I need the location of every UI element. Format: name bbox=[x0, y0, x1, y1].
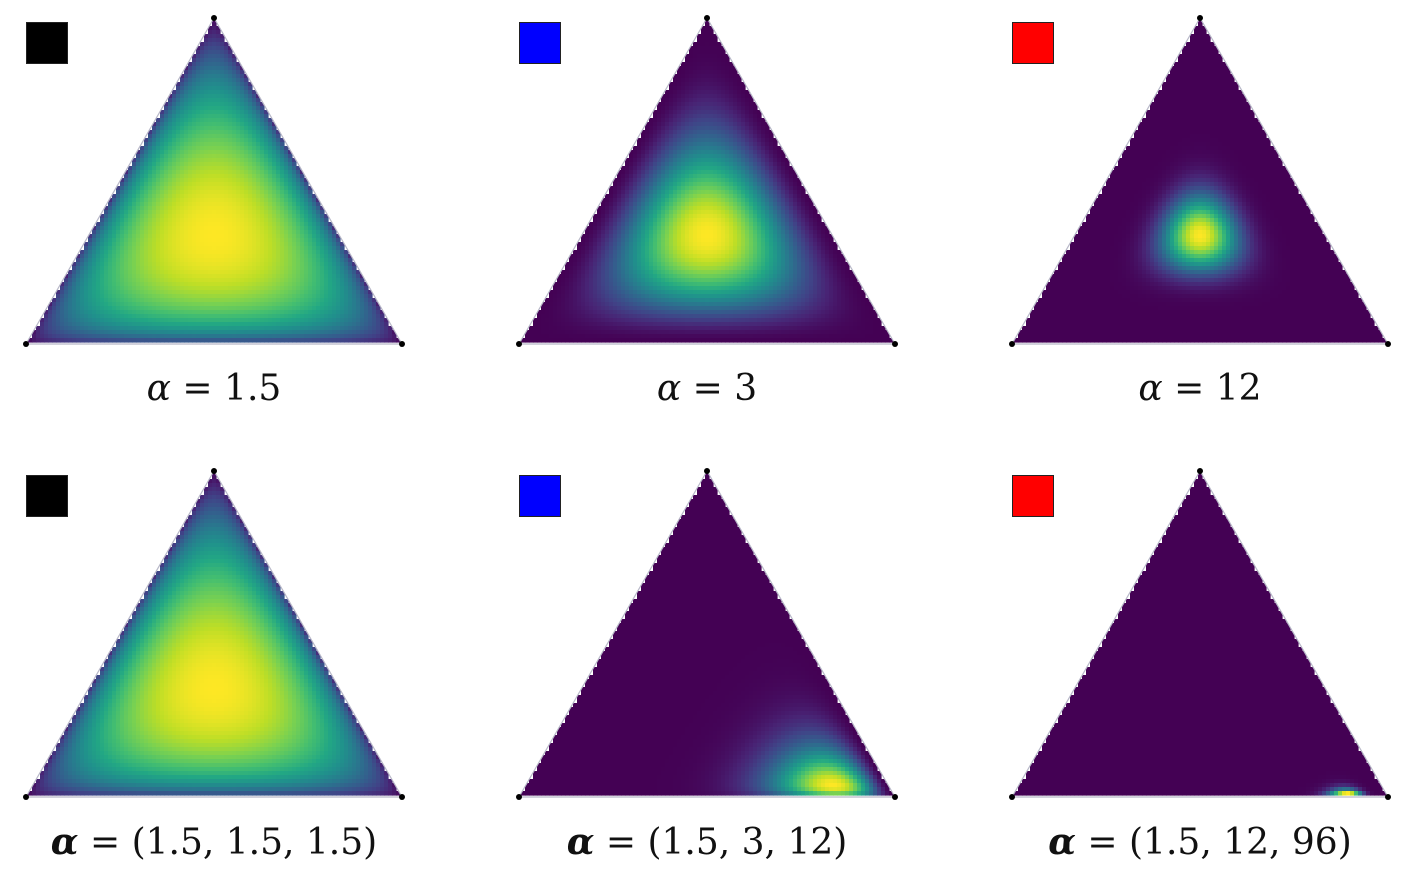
vertex-dot bbox=[516, 341, 522, 347]
simplex-outline bbox=[517, 16, 897, 345]
vertex-dot bbox=[704, 468, 710, 474]
density-panel-alpha-12: α = 12 bbox=[1006, 14, 1406, 414]
simplex-outline bbox=[1010, 469, 1390, 798]
density-heatmap bbox=[28, 18, 401, 343]
vertex-dot bbox=[23, 794, 29, 800]
density-panel-alpha-3: α = 3 bbox=[513, 14, 913, 414]
caption: α = (1.5, 12, 96) bbox=[1000, 821, 1400, 863]
density-heatmap bbox=[521, 471, 894, 796]
simplex-density-plot bbox=[1009, 15, 1391, 347]
vertex-dot bbox=[1009, 341, 1015, 347]
caption-symbol: α bbox=[51, 821, 79, 863]
caption: α = (1.5, 3, 12) bbox=[507, 821, 907, 863]
color-swatch bbox=[1012, 22, 1054, 64]
vertex-dot bbox=[1385, 794, 1391, 800]
color-swatch bbox=[26, 475, 68, 517]
caption: α = 1.5 bbox=[14, 368, 414, 409]
simplex-outline bbox=[24, 469, 404, 798]
caption-value: (1.5, 1.5, 1.5) bbox=[132, 822, 378, 863]
vertex-dot bbox=[1197, 15, 1203, 21]
simplex-outline bbox=[1010, 16, 1390, 345]
color-swatch bbox=[26, 22, 68, 64]
color-swatch bbox=[519, 22, 561, 64]
vertex-dot bbox=[1009, 794, 1015, 800]
caption-value: 12 bbox=[1216, 368, 1262, 409]
density-panel-alpha-vector-2: α = (1.5, 3, 12) bbox=[513, 467, 913, 867]
density-heatmap bbox=[521, 18, 894, 343]
vertex-dot bbox=[704, 15, 710, 21]
caption-symbol: α bbox=[147, 368, 171, 409]
vertex-dot bbox=[1197, 468, 1203, 474]
caption-value: (1.5, 12, 96) bbox=[1129, 822, 1352, 863]
vertex-dot bbox=[892, 794, 898, 800]
simplex-density-plot bbox=[23, 468, 405, 800]
simplex-outline bbox=[24, 16, 404, 345]
caption: α = 12 bbox=[1000, 368, 1400, 409]
simplex-density-plot bbox=[23, 15, 405, 347]
caption-value: (1.5, 3, 12) bbox=[647, 822, 847, 863]
caption-symbol: α bbox=[657, 368, 681, 409]
simplex-density-plot bbox=[516, 468, 898, 800]
caption-symbol: α bbox=[1138, 368, 1162, 409]
density-panel-alpha-vector-3: α = (1.5, 12, 96) bbox=[1006, 467, 1406, 867]
density-panel-alpha-vector-1: α = (1.5, 1.5, 1.5) bbox=[20, 467, 420, 867]
vertex-dot bbox=[892, 341, 898, 347]
vertex-dot bbox=[1385, 341, 1391, 347]
vertex-dot bbox=[516, 794, 522, 800]
caption-symbol: α bbox=[567, 821, 595, 863]
vertex-dot bbox=[399, 341, 405, 347]
vertex-dot bbox=[23, 341, 29, 347]
vertex-dot bbox=[399, 794, 405, 800]
density-heatmap bbox=[1014, 471, 1387, 796]
caption: α = (1.5, 1.5, 1.5) bbox=[14, 821, 414, 863]
density-heatmap bbox=[28, 471, 401, 796]
simplex-density-plot bbox=[516, 15, 898, 347]
simplex-outline bbox=[517, 469, 897, 798]
vertex-dot bbox=[211, 15, 217, 21]
density-heatmap bbox=[1014, 18, 1387, 343]
color-swatch bbox=[519, 475, 561, 517]
color-swatch bbox=[1012, 475, 1054, 517]
simplex-density-plot bbox=[1009, 468, 1391, 800]
caption-value: 3 bbox=[734, 368, 757, 409]
density-panel-alpha-1.5: α = 1.5 bbox=[20, 14, 420, 414]
caption-value: 1.5 bbox=[224, 368, 281, 409]
caption-symbol: α bbox=[1048, 821, 1076, 863]
vertex-dot bbox=[211, 468, 217, 474]
caption: α = 3 bbox=[507, 368, 907, 409]
